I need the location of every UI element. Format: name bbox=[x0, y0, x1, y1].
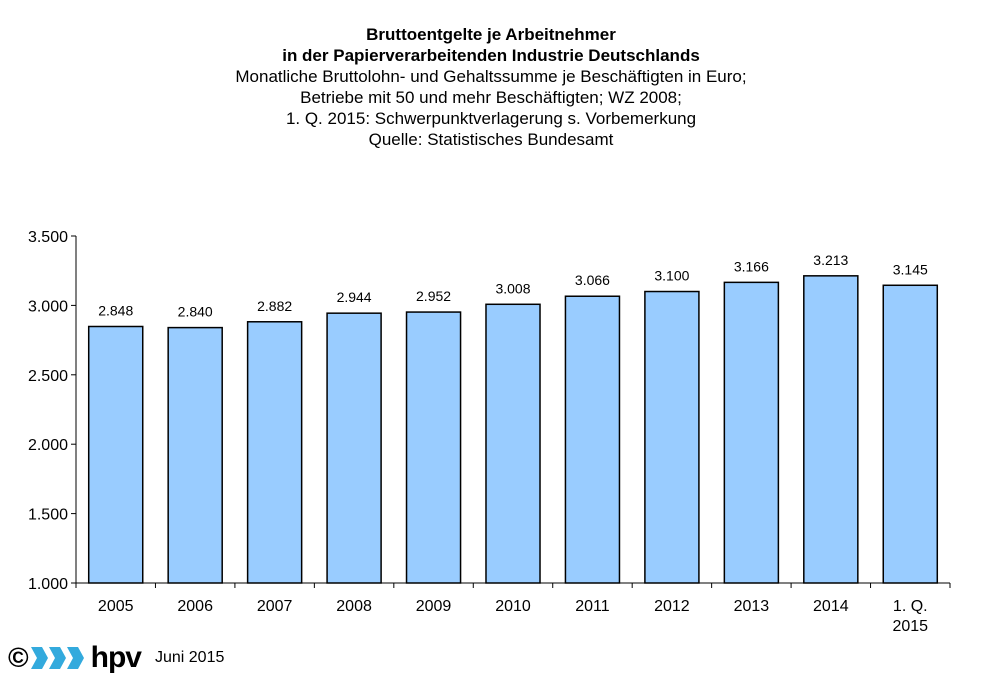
bar-value-label: 2.944 bbox=[337, 289, 372, 305]
bar bbox=[644, 290, 700, 584]
chart-title-line2: in der Papierverarbeitenden Industrie De… bbox=[282, 46, 700, 65]
bar bbox=[723, 281, 780, 584]
bar-value-label: 3.166 bbox=[734, 258, 769, 274]
bar-value-label: 3.213 bbox=[813, 252, 848, 268]
footer: © hpv Juni 2015 bbox=[8, 640, 224, 676]
bar bbox=[882, 284, 939, 584]
bar bbox=[803, 275, 859, 584]
x-tick-label: 2014 bbox=[813, 598, 849, 615]
x-tick-label: 2008 bbox=[336, 598, 372, 615]
x-tick-label: 2006 bbox=[177, 598, 213, 615]
y-tick-label: 1.500 bbox=[28, 507, 68, 524]
chart-title-block: Bruttoentgelte je Arbeitnehmer in der Pa… bbox=[0, 24, 982, 150]
bar bbox=[167, 326, 223, 584]
chart-title-line1: Bruttoentgelte je Arbeitnehmer bbox=[366, 25, 616, 44]
bar-value-label: 3.066 bbox=[575, 272, 610, 288]
x-tick-label: 2012 bbox=[654, 598, 690, 615]
bar-value-label: 2.882 bbox=[257, 298, 292, 314]
hpv-logo-text: hpv bbox=[90, 641, 142, 674]
x-tick-label: 1. Q. 2015 bbox=[892, 598, 928, 635]
bar-value-label: 2.952 bbox=[416, 288, 451, 304]
y-tick-label: 2.500 bbox=[28, 368, 68, 385]
footer-date: Juni 2015 bbox=[154, 649, 225, 666]
bar-value-label: 2.848 bbox=[98, 302, 133, 318]
x-tick-label: 2011 bbox=[575, 598, 610, 615]
x-tick-label: 2010 bbox=[495, 598, 531, 615]
bar bbox=[87, 325, 144, 584]
y-tick-label: 2.000 bbox=[28, 437, 68, 454]
chart-subtitle-line2: Betriebe mit 50 und mehr Beschäftigten; … bbox=[300, 88, 682, 107]
chart-source: Quelle: Statistisches Bundesamt bbox=[368, 130, 614, 149]
x-tick-label: 2007 bbox=[257, 598, 293, 615]
bar-value-label: 3.008 bbox=[495, 280, 530, 296]
bar bbox=[405, 311, 462, 584]
bar bbox=[326, 312, 382, 584]
bar bbox=[246, 321, 303, 584]
x-tick-label: 2013 bbox=[734, 598, 770, 615]
bar-value-label: 3.100 bbox=[654, 268, 689, 284]
copyright-symbol: © bbox=[8, 642, 29, 673]
bar bbox=[564, 295, 621, 584]
x-tick-label: 2009 bbox=[416, 598, 452, 615]
y-tick-label: 3.500 bbox=[28, 229, 68, 246]
hpv-chevron-logo-icon bbox=[30, 647, 85, 669]
bar bbox=[485, 303, 541, 584]
x-tick-label: 2005 bbox=[98, 598, 134, 615]
bar-value-label: 3.145 bbox=[893, 261, 928, 277]
bar-value-label: 2.840 bbox=[178, 304, 213, 320]
y-tick-label: 3.000 bbox=[28, 298, 68, 315]
y-tick-label: 1.000 bbox=[28, 576, 68, 593]
chart-subtitle-line3: 1. Q. 2015: Schwerpunktverlagerung s. Vo… bbox=[285, 109, 697, 128]
chart-subtitle-line1: Monatliche Bruttolohn- und Gehaltssumme … bbox=[235, 67, 747, 86]
